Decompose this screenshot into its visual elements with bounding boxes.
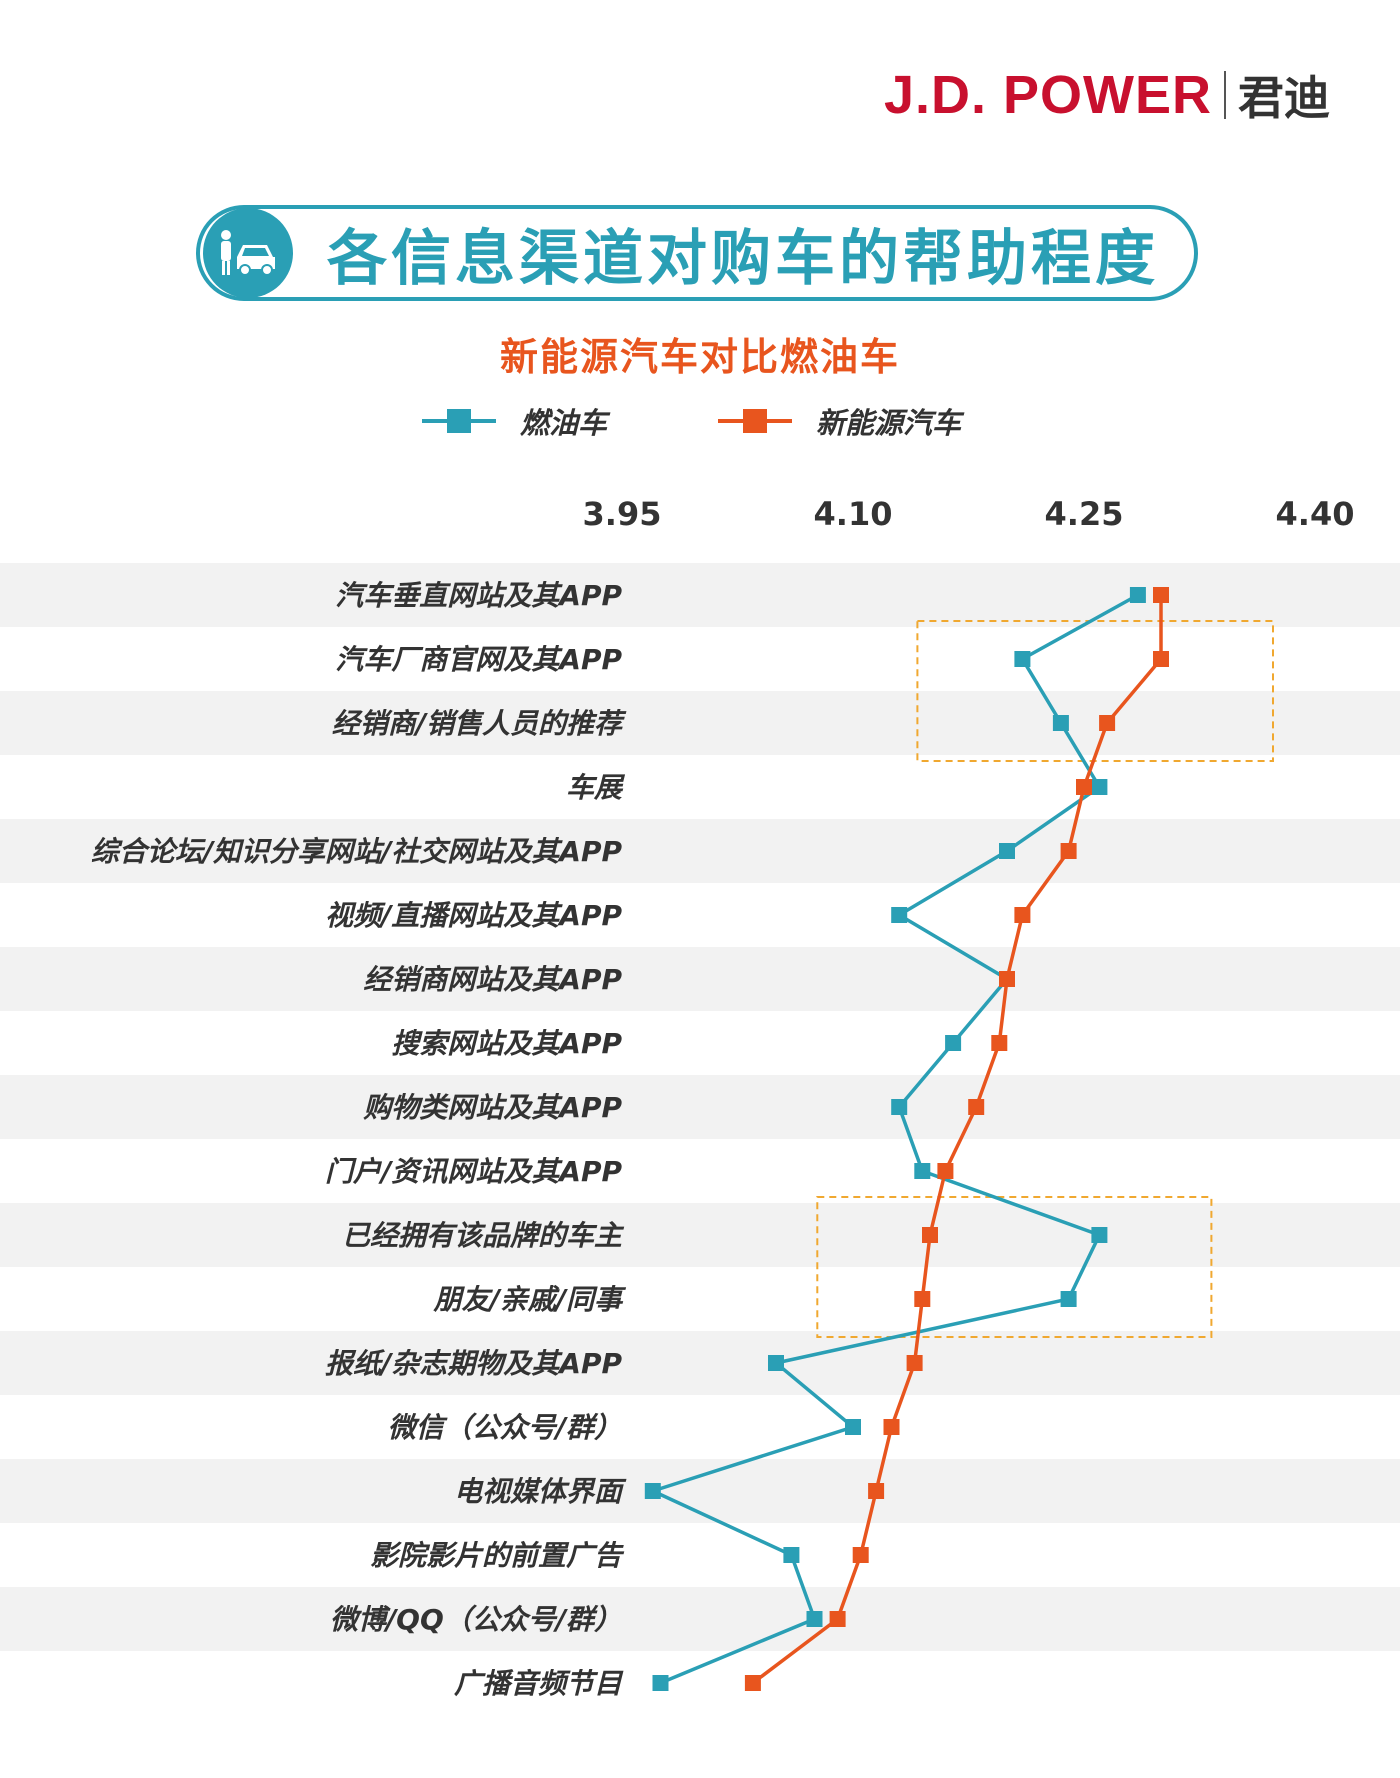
row-band	[0, 563, 1400, 627]
point-nev	[852, 1547, 869, 1563]
category-label: 微博/QQ（公众号/群）	[330, 1603, 622, 1636]
point-fuel	[644, 1483, 661, 1499]
point-nev	[1099, 715, 1116, 731]
person-car-icon	[203, 208, 293, 298]
category-label: 微信（公众号/群）	[388, 1411, 622, 1444]
category-label: 朋友/亲戚/同事	[433, 1283, 627, 1316]
legend-marker-fuel	[422, 409, 496, 433]
legend-marker-nev	[718, 409, 792, 433]
category-label: 综合论坛/知识分享网站/社交网站及其APP	[91, 835, 623, 868]
point-nev	[883, 1419, 900, 1435]
point-nev	[1153, 651, 1169, 667]
row-band	[0, 819, 1400, 883]
point-nev	[968, 1099, 985, 1115]
point-fuel	[768, 1355, 784, 1371]
row-band	[0, 1203, 1400, 1267]
point-nev	[1014, 907, 1031, 923]
point-fuel	[1129, 587, 1146, 603]
title-banner: 各信息渠道对购车的帮助程度	[196, 205, 1198, 301]
series-line-nev	[751, 595, 1163, 1685]
category-label: 汽车垂直网站及其APP	[335, 579, 622, 612]
category-label: 视频/直播网站及其APP	[325, 899, 622, 932]
legend-item-fuel: 燃油车	[420, 400, 607, 442]
point-fuel	[1060, 1291, 1077, 1307]
category-label: 经销商网站及其APP	[363, 963, 622, 996]
point-fuel	[1091, 779, 1108, 795]
row-band	[0, 947, 1400, 1011]
category-label: 广播音频节目	[454, 1667, 624, 1700]
x-tick-label: 3.95	[583, 495, 662, 533]
point-nev	[906, 1355, 923, 1371]
category-label: 经销商/销售人员的推荐	[332, 707, 627, 740]
point-fuel	[891, 907, 908, 923]
point-fuel	[1091, 1227, 1108, 1243]
row-band	[0, 1331, 1400, 1395]
point-fuel	[1014, 651, 1031, 667]
category-label: 电视媒体界面	[454, 1475, 627, 1508]
point-nev	[991, 1035, 1008, 1051]
point-nev	[922, 1227, 938, 1243]
chart-title: 各信息渠道对购车的帮助程度	[327, 223, 1159, 294]
point-fuel	[783, 1547, 800, 1563]
point-fuel	[652, 1675, 669, 1691]
jd-power-logo: J.D. POWER 君迪	[884, 62, 1330, 128]
point-nev	[1076, 779, 1092, 795]
x-tick-label: 4.25	[1045, 495, 1124, 533]
point-fuel	[1052, 715, 1069, 731]
logo-brand-cn: 君迪	[1238, 71, 1330, 125]
point-nev	[744, 1675, 761, 1691]
point-nev	[1060, 843, 1077, 859]
point-nev	[829, 1611, 846, 1627]
point-nev	[1153, 587, 1169, 603]
point-fuel	[891, 1099, 908, 1115]
point-fuel	[806, 1611, 823, 1627]
legend-item-nev: 新能源汽车	[716, 400, 961, 442]
chart-subtitle: 新能源汽车对比燃油车	[499, 335, 900, 379]
point-nev	[868, 1483, 885, 1499]
legend-label-nev: 新能源汽车	[816, 406, 962, 440]
category-label: 门户/资讯网站及其APP	[325, 1155, 622, 1188]
category-label: 搜索网站及其APP	[391, 1027, 622, 1060]
row-band	[0, 691, 1400, 755]
category-label: 购物类网站及其APP	[363, 1091, 622, 1124]
category-label: 影院影片的前置广告	[370, 1539, 625, 1572]
point-fuel	[945, 1035, 962, 1051]
category-label: 汽车厂商官网及其APP	[335, 643, 622, 676]
point-fuel	[999, 843, 1015, 859]
point-nev	[914, 1291, 931, 1307]
logo-divider	[1224, 71, 1226, 119]
point-nev	[937, 1163, 954, 1179]
series-line-fuel	[647, 593, 1139, 1685]
row-band	[0, 1075, 1400, 1139]
category-label: 报纸/杂志期物及其APP	[325, 1347, 622, 1380]
category-label: 车展	[566, 771, 626, 804]
legend-label-fuel: 燃油车	[520, 406, 608, 440]
point-fuel	[914, 1163, 931, 1179]
category-label: 已经拥有该品牌的车主	[342, 1219, 625, 1252]
highlight-box	[816, 1196, 1213, 1338]
x-tick-label: 4.40	[1276, 495, 1355, 533]
point-fuel	[845, 1419, 861, 1435]
point-nev	[999, 971, 1015, 987]
row-band	[0, 1587, 1400, 1651]
x-tick-label: 4.10	[814, 495, 893, 533]
logo-brand: J.D. POWER	[883, 65, 1212, 125]
